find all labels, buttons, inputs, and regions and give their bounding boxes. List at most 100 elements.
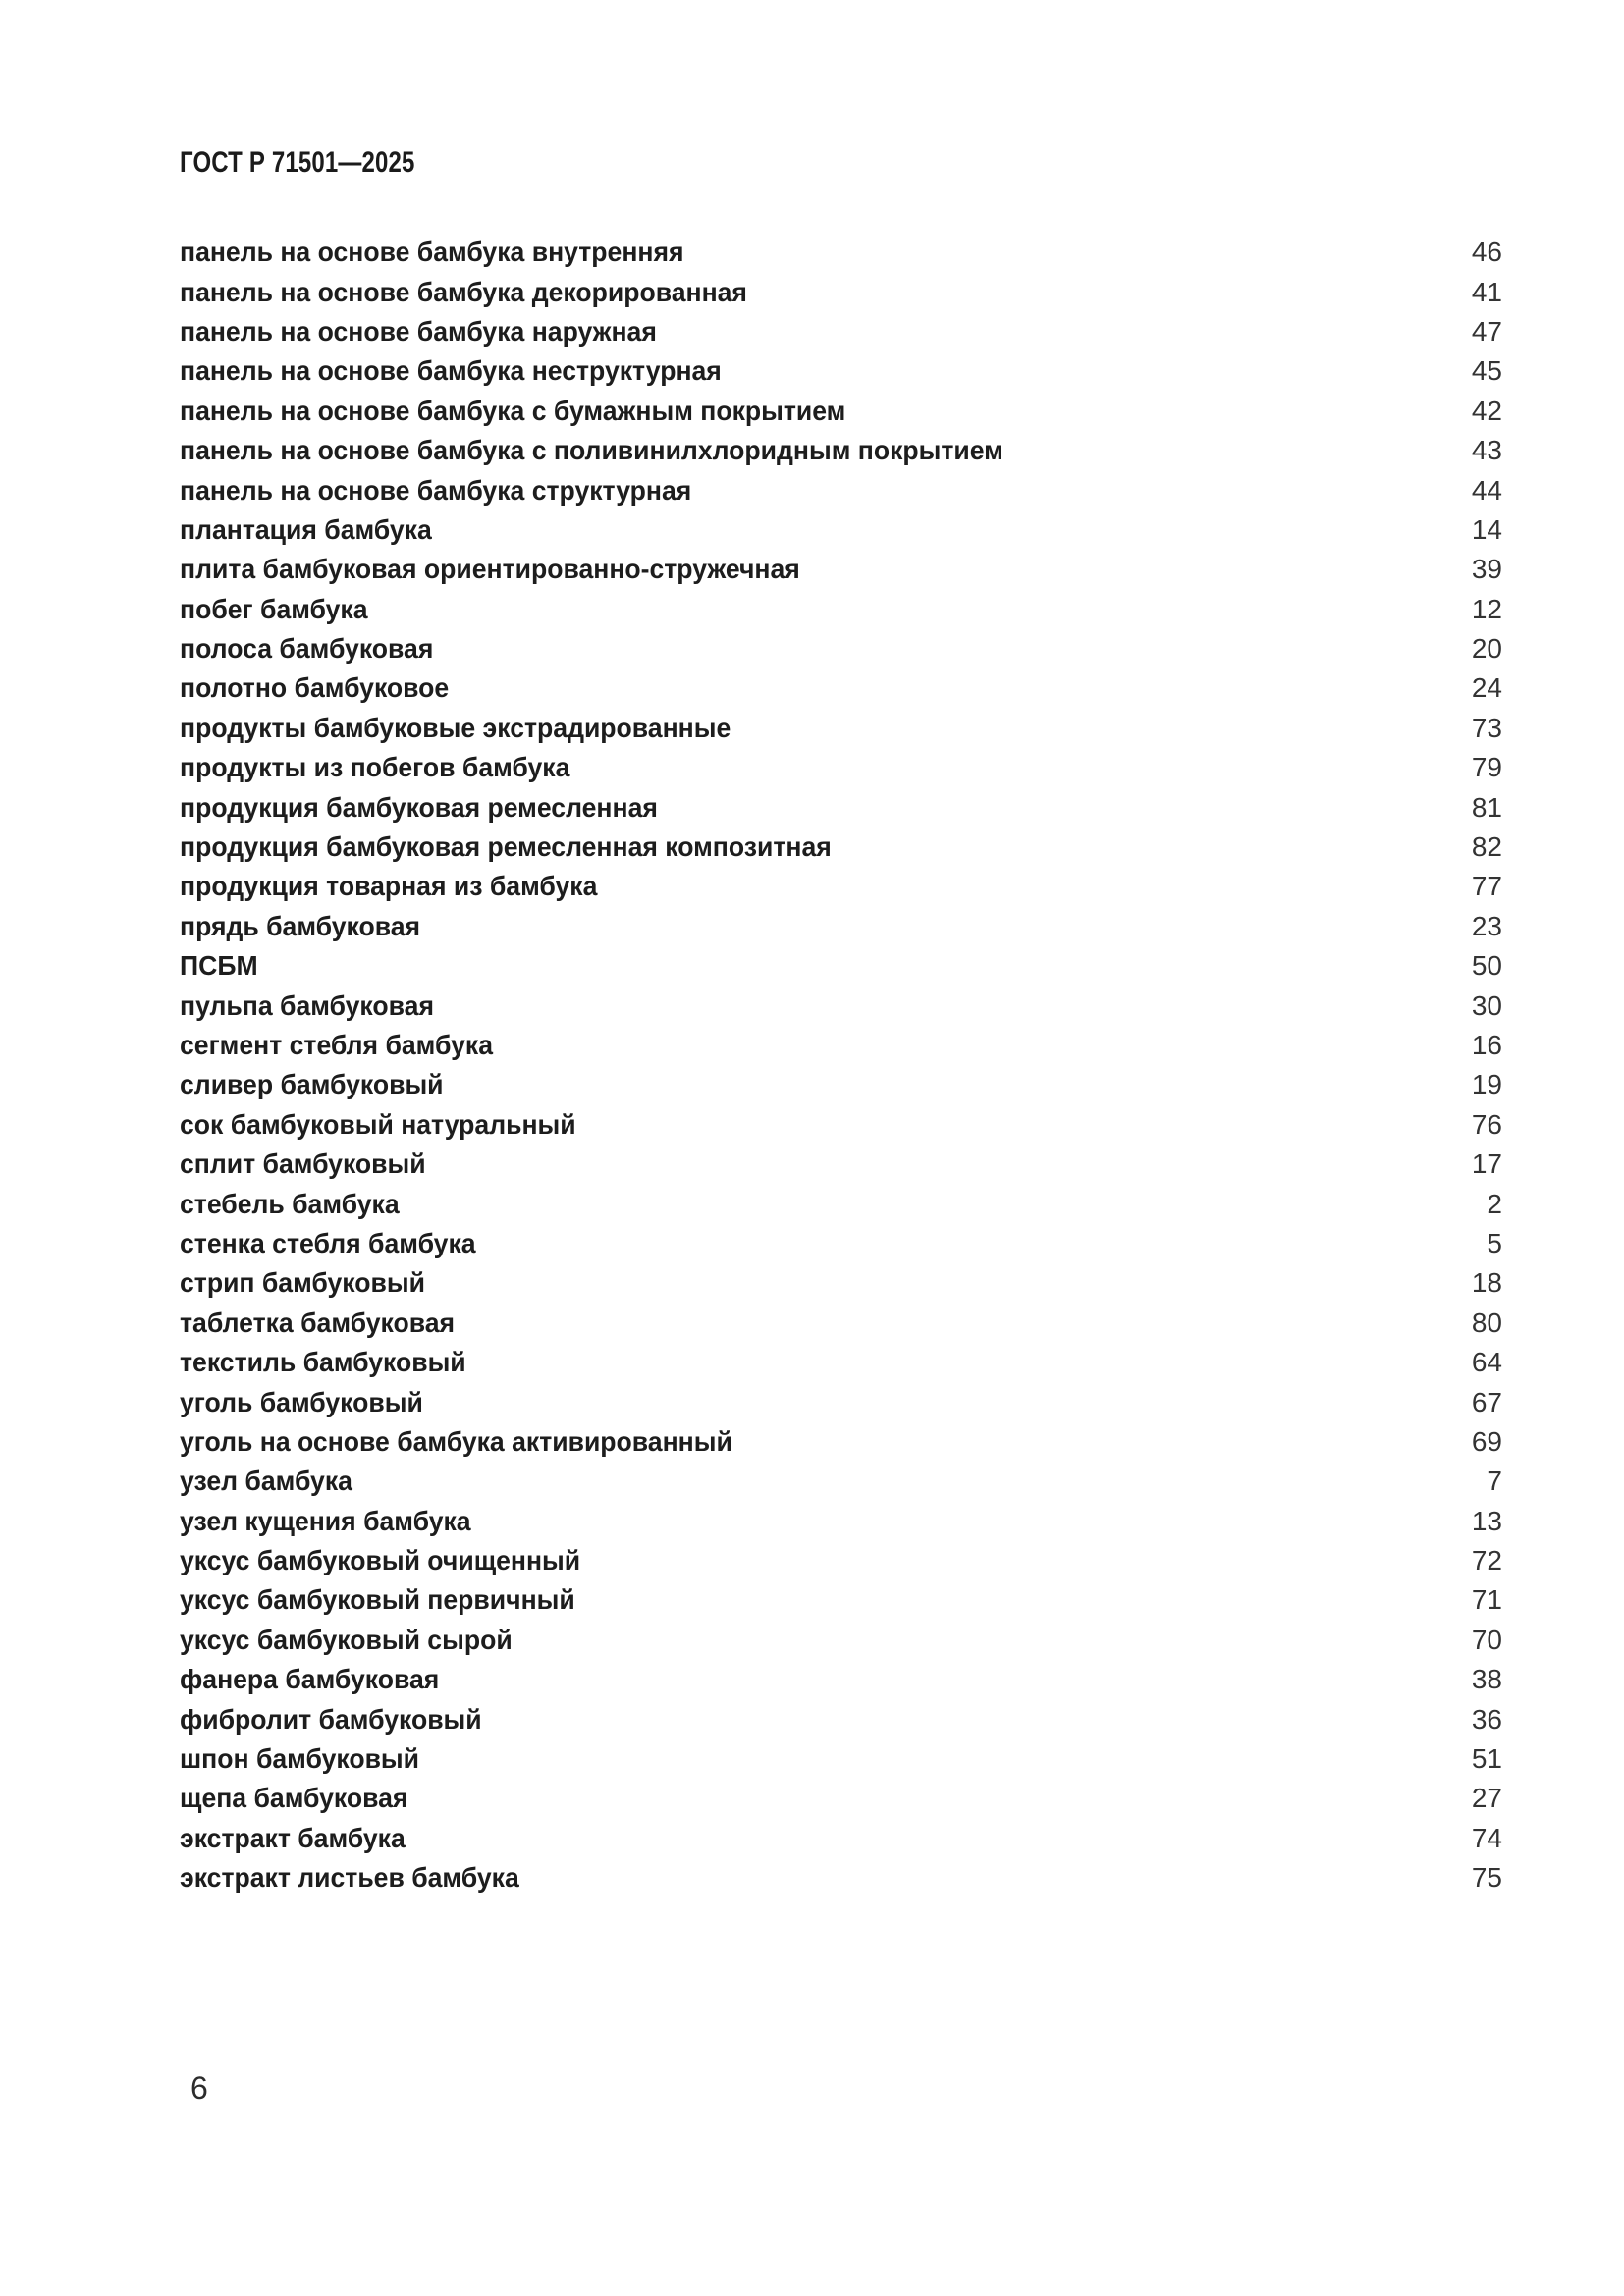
index-row: пульпа бамбуковая 30 [180,986,1502,1025]
index-page-number: 13 [1471,1505,1502,1536]
index-page-number: 20 [1471,633,1502,665]
index-row: побег бамбука 12 [180,590,1502,629]
index-page-number: 14 [1471,513,1502,545]
alphabetical-index-list: панель на основе бамбука внутренняя 46 пан… [180,233,1502,1897]
index-row: щепа бамбуковая 27 [180,1779,1502,1818]
index-term-label: узел кущения бамбука [180,1505,471,1536]
index-row: плита бамбуковая ориентированно-стружечн… [180,550,1502,589]
index-term-label: стрип бамбуковый [180,1267,425,1299]
index-page-number: 30 [1471,989,1502,1021]
index-page-number: 50 [1471,950,1502,982]
index-term-label: ПСБМ [180,950,258,982]
index-page-number: 39 [1471,554,1502,585]
index-page-number: 41 [1471,276,1502,307]
index-term-label: уголь на основе бамбука активированный [180,1425,732,1457]
index-row: уголь бамбуковый 67 [180,1382,1502,1421]
index-row: продукция бамбуковая ремесленная 81 [180,787,1502,827]
index-page-number: 16 [1471,1030,1502,1060]
index-page-number: 69 [1471,1425,1502,1457]
index-row: полоса бамбуковая 20 [180,629,1502,668]
index-page-number: 38 [1471,1664,1502,1695]
index-page-number: 46 [1471,237,1502,268]
index-page-number: 71 [1471,1584,1502,1616]
index-term-label: шпон бамбуковый [180,1743,420,1775]
index-page-number: 17 [1471,1148,1502,1180]
index-row: сегмент стебля бамбука 16 [180,1026,1502,1065]
index-row: плантация бамбука 14 [180,510,1502,550]
index-page-number: 82 [1471,831,1502,863]
index-row: панель на основе бамбука с бумажным покр… [180,392,1502,431]
index-term-label: продукты бамбуковые экстрадированные [180,712,731,743]
index-row: панель на основе бамбука с поливинилхлор… [180,431,1502,470]
index-term-label: прядь бамбуковая [180,910,421,941]
index-row: панель на основе бамбука декорированная 4… [180,272,1502,311]
index-term-label: узел бамбука [180,1466,352,1497]
index-row: уксус бамбуковый сырой 70 [180,1621,1502,1660]
index-row: стебель бамбука 2 [180,1184,1502,1223]
index-page-number: 76 [1471,1108,1502,1140]
index-term-label: уголь бамбуковый [180,1386,423,1417]
index-page-number: 12 [1471,593,1502,624]
index-row: панель на основе бамбука наружная 47 [180,312,1502,351]
index-row: продукция бамбуковая ремесленная компози… [180,828,1502,867]
index-row: узел бамбука 7 [180,1462,1502,1501]
index-term-label: продукция бамбуковая ремесленная компози… [180,831,832,863]
index-term-label: сплит бамбуковый [180,1148,426,1180]
index-row: таблетка бамбуковая 80 [180,1304,1502,1343]
index-page-number: 42 [1471,395,1502,426]
index-row: сплит бамбуковый 17 [180,1145,1502,1184]
index-row: сливер бамбуковый 19 [180,1065,1502,1104]
index-page-number: 70 [1471,1624,1502,1655]
index-term-label: сегмент стебля бамбука [180,1030,493,1060]
index-row: сок бамбуковый натуральный 76 [180,1105,1502,1145]
index-page-number: 73 [1471,712,1502,743]
index-row: узел кущения бамбука 13 [180,1502,1502,1541]
index-term-label: уксус бамбуковый очищенный [180,1545,581,1576]
index-term-label: уксус бамбуковый сырой [180,1624,513,1655]
index-page-number: 81 [1471,791,1502,823]
index-row: уксус бамбуковый первичный 71 [180,1580,1502,1620]
index-page-number: 64 [1471,1347,1502,1378]
index-row: продукция товарная из бамбука 77 [180,867,1502,906]
index-term-label: уксус бамбуковый первичный [180,1584,575,1616]
index-term-label: побег бамбука [180,593,368,624]
index-term-label: экстракт листьев бамбука [180,1862,519,1894]
index-row: прядь бамбуковая 23 [180,907,1502,946]
index-page-number: 47 [1471,315,1502,347]
index-page-number: 51 [1471,1743,1502,1775]
index-page-number: 45 [1471,355,1502,387]
index-term-label: стенка стебля бамбука [180,1227,476,1258]
index-row: фанера бамбуковая 38 [180,1660,1502,1699]
index-term-label: продукты из побегов бамбука [180,752,570,783]
index-term-label: продукция бамбуковая ремесленная [180,791,658,823]
index-page-number: 23 [1471,910,1502,941]
index-page-number: 5 [1487,1227,1502,1258]
index-row: стрип бамбуковый 18 [180,1263,1502,1303]
index-term-label: плантация бамбука [180,513,432,545]
index-row: панель на основе бамбука неструктурная 45 [180,351,1502,391]
index-page-number: 2 [1487,1188,1502,1219]
index-row: продукты из побегов бамбука 79 [180,748,1502,787]
index-row: панель на основе бамбука внутренняя 46 [180,233,1502,272]
index-term-label: панель на основе бамбука с поливинилхлор… [180,435,1003,466]
index-row: стенка стебля бамбука 5 [180,1224,1502,1263]
index-page-number: 19 [1471,1069,1502,1100]
index-term-label: сок бамбуковый натуральный [180,1108,576,1140]
index-page-number: 44 [1471,474,1502,506]
index-term-label: панель на основе бамбука наружная [180,315,657,347]
index-term-label: текстиль бамбуковый [180,1347,466,1378]
index-page-number: 7 [1487,1466,1502,1497]
index-term-label: плита бамбуковая ориентированно-стружечн… [180,554,800,585]
index-page-number: 24 [1471,672,1502,704]
index-page-number: 74 [1471,1822,1502,1853]
index-term-label: таблетка бамбуковая [180,1307,456,1338]
index-term-label: полотно бамбуковое [180,672,450,704]
index-term-label: экстракт бамбука [180,1822,406,1853]
footer-page-number: 6 [190,2070,208,2106]
index-page-number: 36 [1471,1703,1502,1735]
index-page-number: 75 [1471,1862,1502,1894]
index-page-number: 77 [1471,871,1502,902]
standard-code-header: ГОСТ Р 71501—2025 [180,146,415,179]
index-page-number: 18 [1471,1267,1502,1299]
index-term-label: полоса бамбуковая [180,633,434,665]
